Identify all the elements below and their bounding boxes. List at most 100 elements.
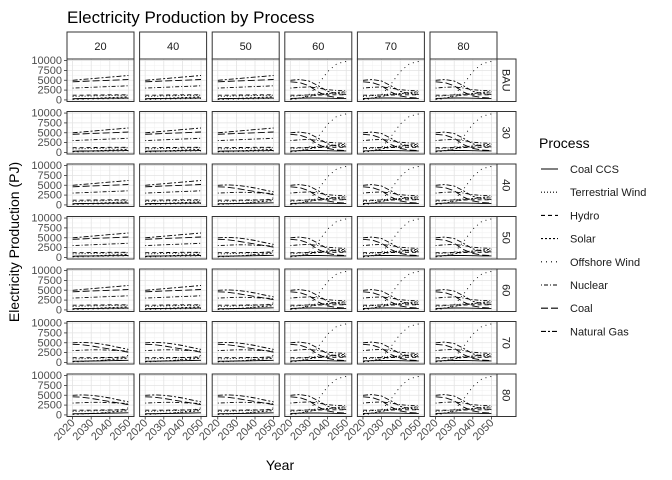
series-line-natural-gas [145, 75, 202, 81]
y-tick-label: 0 [56, 304, 62, 316]
panel-border [356, 268, 425, 312]
panel-border [66, 373, 135, 417]
panel-border [139, 216, 208, 260]
series-line-natural-gas [362, 79, 419, 95]
col-strip [139, 31, 208, 60]
col-strip-label: 50 [240, 41, 252, 53]
series-line-natural-gas [72, 285, 129, 291]
series-line-terrestrial-wind [145, 252, 202, 255]
col-strip-label: 70 [385, 41, 397, 53]
series-line-solar [72, 148, 129, 153]
y-tick-label: 5000 [38, 285, 62, 297]
series-line-solar [362, 406, 419, 415]
series-line-nuclear [145, 242, 202, 247]
series-line-solar [362, 353, 419, 363]
series-line-natural-gas [72, 394, 129, 403]
series-line-solar [290, 143, 347, 153]
panel-border [211, 163, 280, 207]
panel-border [139, 163, 208, 207]
series-line-natural-gas [362, 236, 419, 253]
col-strip-label: 80 [457, 41, 469, 53]
facet-grid: 20 40 50 60 70 80BAU0250050007500100003002500… [31, 31, 517, 443]
legend: Process Coal CCS Terrestrial Wind Hydro Sol… [539, 135, 646, 338]
series-line-coal [290, 291, 347, 309]
series-line-coal [145, 343, 202, 353]
row-strip-label: 80 [500, 389, 512, 401]
series-line-natural-gas [435, 79, 492, 95]
series-line-natural-gas [145, 180, 202, 186]
panel-border [66, 268, 135, 312]
panel-border [211, 216, 280, 260]
y-tick-label: 5000 [38, 127, 62, 139]
series-line-solar [72, 96, 129, 100]
series-line-coal [145, 184, 202, 188]
series-line-nuclear [217, 191, 274, 194]
x-axis-label: Year [266, 457, 295, 473]
series-line-terrestrial-wind [145, 408, 202, 412]
col-strip [429, 31, 498, 60]
series-line-natural-gas [217, 341, 274, 350]
series-line-nuclear [362, 86, 419, 92]
series-line-solar [435, 91, 492, 100]
series-line-nuclear [72, 85, 129, 89]
series-line-nuclear [290, 243, 347, 249]
series-line-coal [290, 186, 347, 204]
series-line-coal [362, 343, 419, 361]
y-tick-label: 10000 [31, 213, 62, 225]
series-line-natural-gas [435, 289, 492, 305]
series-line-natural-gas [145, 127, 202, 134]
series-line-nuclear [72, 401, 129, 404]
panel-border [356, 58, 425, 102]
series-line-solar [72, 410, 129, 415]
col-strip [284, 31, 353, 60]
series-line-coal [217, 238, 274, 248]
series-line-coal [217, 186, 274, 196]
series-line-natural-gas [435, 131, 492, 148]
series-line-solar [362, 91, 419, 100]
y-tick-label: 5000 [38, 75, 62, 87]
series-line-nuclear [145, 401, 202, 404]
row-strip-label: 50 [500, 232, 512, 244]
series-line-nuclear [435, 243, 492, 249]
x-tick-label: 2050 [471, 417, 497, 443]
series-line-terrestrial-wind [72, 147, 129, 150]
series-line-terrestrial-wind [145, 94, 202, 97]
series-line-natural-gas [290, 394, 347, 410]
series-line-coal [145, 131, 202, 135]
panel-border [211, 111, 280, 155]
series-line-coal [435, 238, 492, 256]
series-line-coal [72, 184, 129, 188]
series-line-nuclear [362, 243, 419, 249]
series-line-nuclear [435, 296, 492, 302]
series-line-natural-gas [435, 341, 492, 358]
panel-border [139, 111, 208, 155]
series-line-coal [435, 186, 492, 204]
y-tick-label: 7500 [38, 327, 62, 339]
series-line-solar [145, 253, 202, 258]
series-line-coal [72, 289, 129, 293]
series-line-coal [362, 81, 419, 99]
y-tick-label: 7500 [38, 117, 62, 129]
panel-border [211, 268, 280, 312]
y-tick-label: 10000 [31, 108, 62, 120]
chart-title: Electricity Production by Process [67, 8, 315, 27]
series-line-nuclear [217, 296, 274, 299]
series-line-nuclear [290, 86, 347, 92]
series-line-coal [72, 131, 129, 135]
series-line-nuclear [435, 138, 492, 144]
legend-label: Terrestrial Wind [570, 187, 646, 199]
y-axis-label: Electricity Production (PJ) [6, 162, 22, 322]
series-line-nuclear [435, 348, 492, 354]
series-line-nuclear [362, 296, 419, 302]
y-tick-label: 0 [56, 252, 62, 264]
series-line-solar [145, 306, 202, 310]
series-line-nuclear [362, 191, 419, 197]
series-line-natural-gas [217, 184, 274, 193]
series-line-coal [290, 238, 347, 256]
panel-border [66, 58, 135, 102]
panel-border [284, 268, 353, 312]
series-line-solar [362, 248, 419, 258]
panel-border [356, 111, 425, 155]
series-line-nuclear [435, 191, 492, 197]
